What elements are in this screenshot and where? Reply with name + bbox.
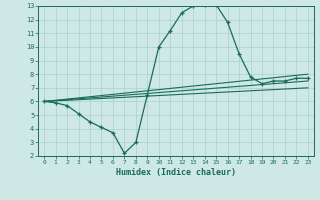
X-axis label: Humidex (Indice chaleur): Humidex (Indice chaleur): [116, 168, 236, 177]
